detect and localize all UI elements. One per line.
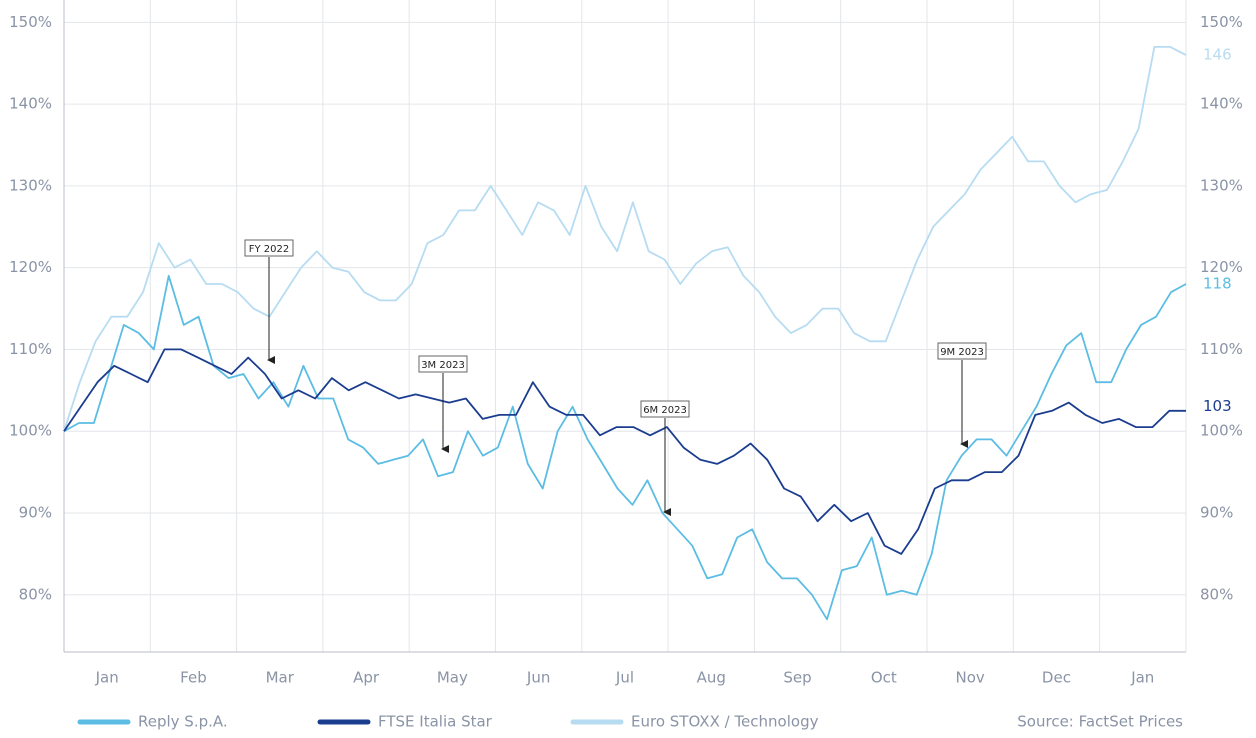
x-tick-label: Sep <box>783 669 811 687</box>
annotation-box <box>640 400 690 418</box>
y-tick-label: 150% <box>9 13 52 31</box>
annotation-box <box>418 355 468 373</box>
y2-tick-label: 90% <box>1200 503 1233 521</box>
x-tick-label: Apr <box>353 669 380 687</box>
x-tick-label: Feb <box>180 669 207 687</box>
end-label: 118 <box>1203 275 1232 293</box>
x-tick-label: Dec <box>1042 669 1071 687</box>
y-tick-label: 120% <box>9 258 52 276</box>
x-tick-label: Aug <box>697 669 726 687</box>
series-line <box>63 46 1187 432</box>
x-tick-label: Jul <box>615 669 634 687</box>
x-tick-label: Jan <box>1130 669 1154 687</box>
y2-tick-label: 100% <box>1200 422 1243 440</box>
y2-tick-label: 80% <box>1200 585 1233 603</box>
end-label: 146 <box>1203 46 1232 64</box>
annotation: 9M 2023 <box>940 347 984 358</box>
annotation: FY 2022 <box>249 244 290 255</box>
y2-tick-label: 120% <box>1200 258 1243 276</box>
y-tick-label: 100% <box>9 422 52 440</box>
annotation: 3M 2023 <box>421 360 465 371</box>
series-line <box>63 348 1186 555</box>
y2-tick-label: 110% <box>1200 340 1243 358</box>
annotation-box <box>937 342 987 360</box>
y2-tick-label: 130% <box>1200 176 1243 194</box>
y2-tick-label: 140% <box>1200 95 1243 113</box>
annotation-box <box>244 239 294 257</box>
x-tick-label: Mar <box>266 669 295 687</box>
y-tick-label: 130% <box>9 176 52 194</box>
x-tick-label: Nov <box>956 669 985 687</box>
y-tick-label: 90% <box>19 503 52 521</box>
x-tick-label: May <box>437 669 468 687</box>
legend-label: FTSE Italia Star <box>378 713 493 731</box>
source: Source: FactSet Prices <box>1017 713 1183 731</box>
x-tick-label: Oct <box>871 669 897 687</box>
legend-label: Reply S.p.A. <box>138 713 228 731</box>
x-tick-label: Jun <box>526 669 550 687</box>
y2-tick-label: 150% <box>1200 13 1243 31</box>
legend-label: Euro STOXX / Technology <box>631 713 819 731</box>
series-line <box>63 274 1187 621</box>
end-label: 103 <box>1203 397 1232 415</box>
annotation: 6M 2023 <box>643 405 687 416</box>
y-tick-label: 110% <box>9 340 52 358</box>
x-tick-label: Jan <box>95 669 119 687</box>
y-tick-label: 140% <box>9 95 52 113</box>
y-tick-label: 80% <box>19 585 52 603</box>
